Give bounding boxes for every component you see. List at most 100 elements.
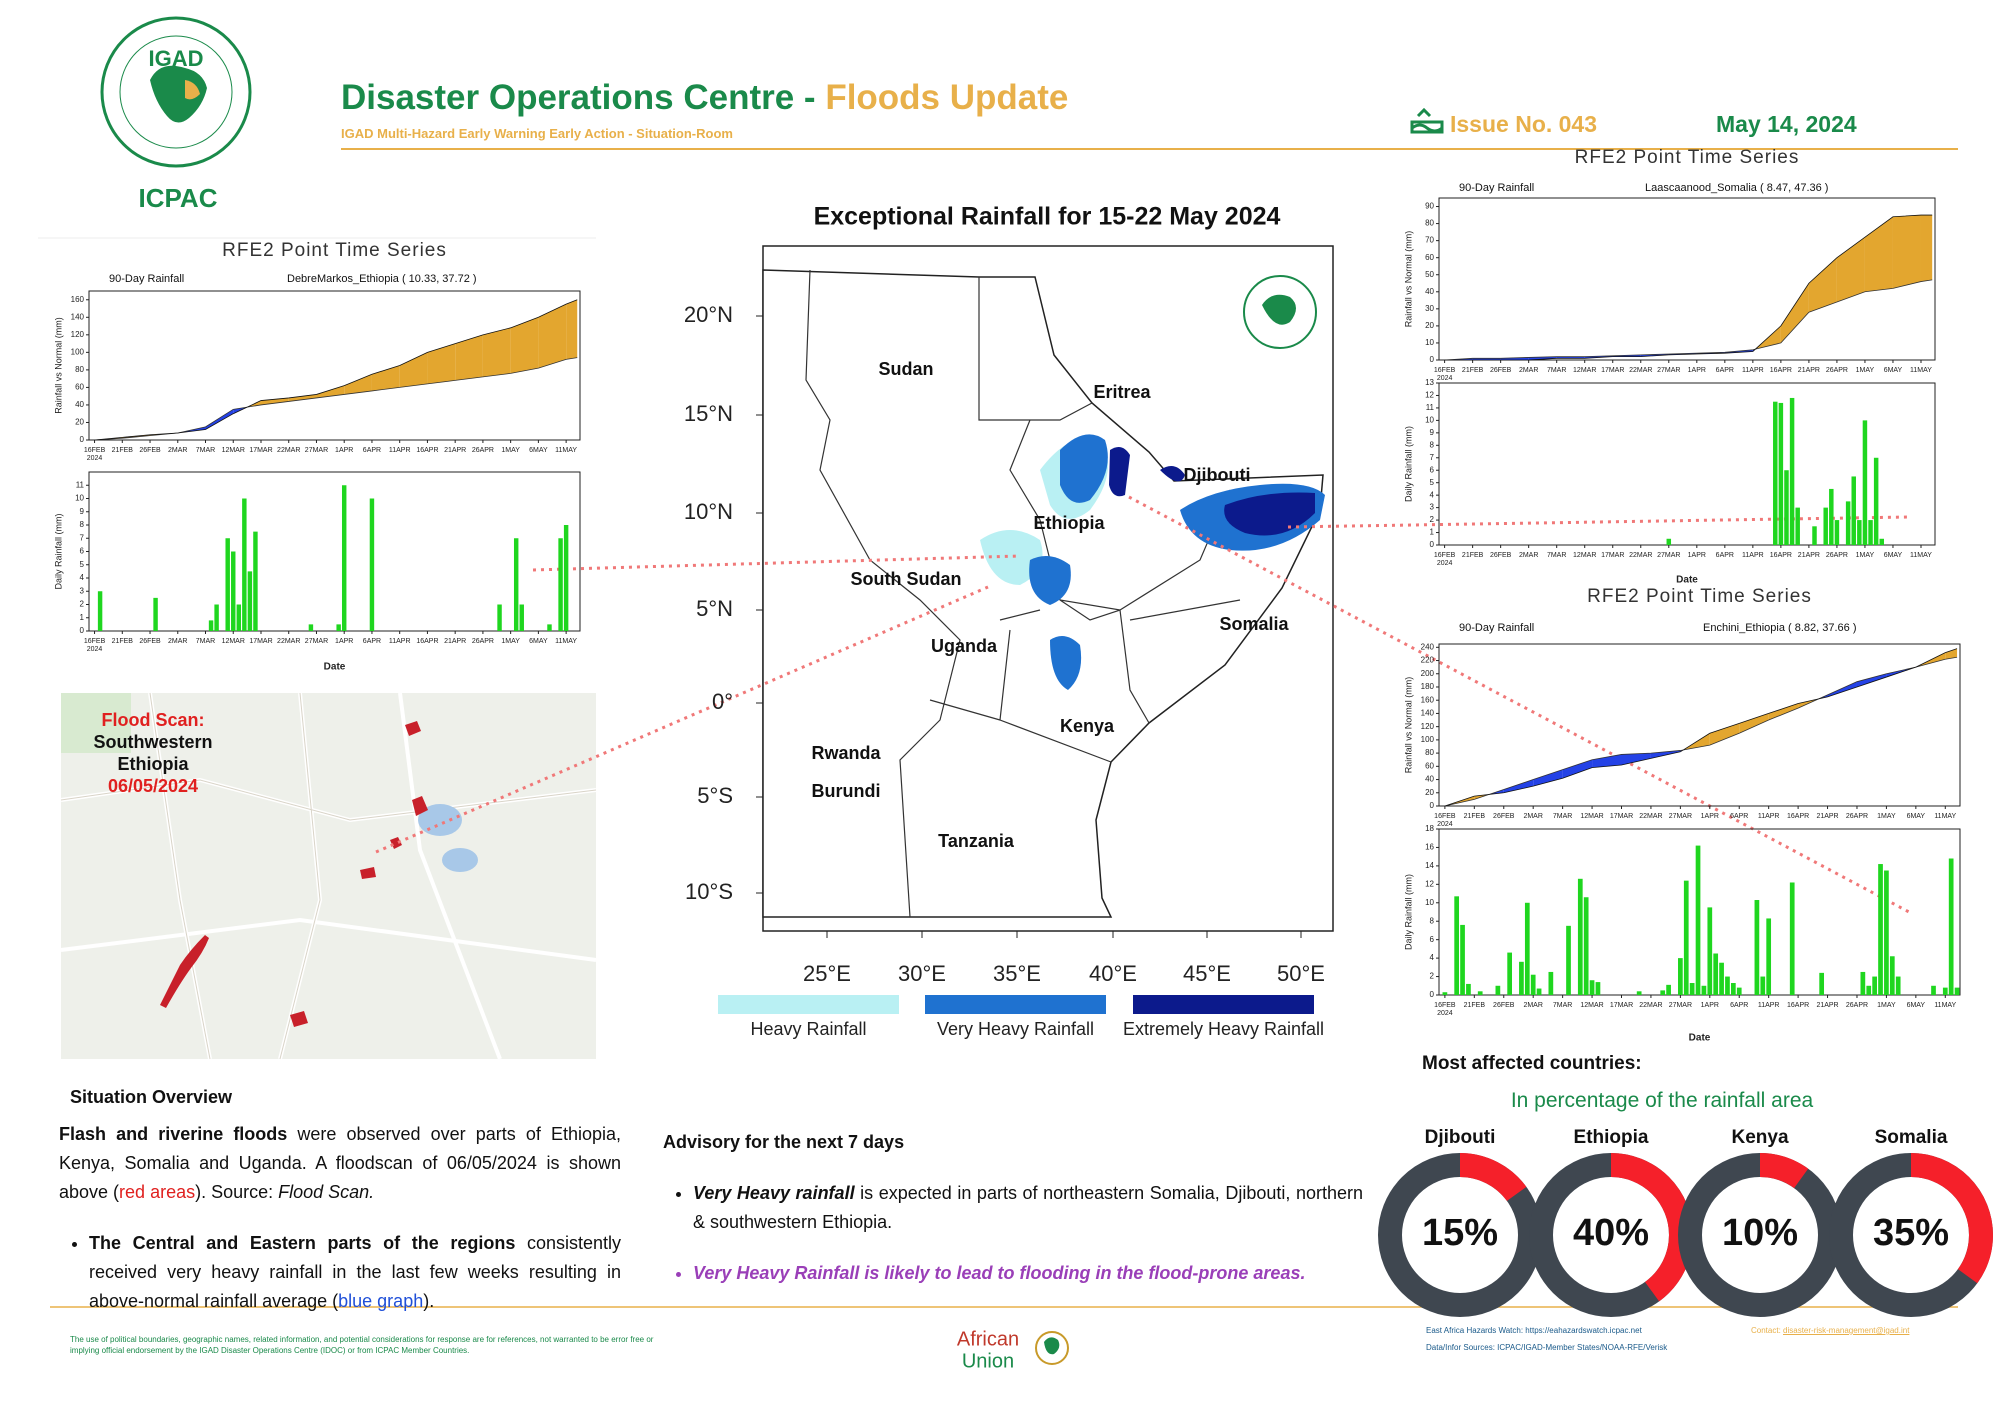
- anomaly-fill: [1562, 759, 1593, 779]
- y-tick-label: 8: [80, 520, 85, 529]
- daily-bar: [1868, 520, 1873, 545]
- x-tick-label: 11APR: [1742, 367, 1764, 374]
- lat-label: 10°S: [685, 879, 733, 904]
- daily-bar: [1636, 991, 1642, 995]
- x-tick-label: 22MAR: [277, 447, 300, 454]
- y-tick-label: 3: [1430, 503, 1435, 512]
- x-tick-label: 17MAR: [249, 638, 272, 645]
- logo-caption: ICPAC: [139, 183, 218, 213]
- anomaly-fill: [427, 343, 456, 384]
- legend-label: Heavy Rainfall: [750, 1019, 866, 1039]
- y-tick-label: 180: [1421, 682, 1435, 691]
- daily-bar: [513, 538, 519, 631]
- y-tick-label: 11: [76, 480, 85, 489]
- y-tick-label: 1: [1430, 528, 1435, 537]
- x-tick-label: 16FEB: [1434, 367, 1456, 374]
- country-name: Kenya: [1731, 1127, 1788, 1148]
- lat-label: 5°N: [696, 596, 733, 621]
- y-axis-label: Rainfall vs Normal (mm): [53, 317, 63, 414]
- anomaly-fill: [205, 409, 234, 430]
- affected-subheading: In percentage of the rainfall area: [1510, 1089, 1814, 1112]
- x-tick-label: 16APR: [416, 447, 438, 454]
- x-tick-label: 6MAY: [1884, 552, 1903, 559]
- text-run: blue graph: [338, 1291, 424, 1311]
- daily-bar: [1524, 902, 1530, 995]
- x-tick-label: 21APR: [1816, 813, 1838, 820]
- x-tick-label: 26APR: [1846, 813, 1868, 820]
- donut-share: [1678, 1153, 1842, 1317]
- daily-bar: [1834, 520, 1840, 545]
- ts-subtitle: 90-Day Rainfall: [1459, 182, 1534, 194]
- text-run: Very Heavy rainfall: [693, 1183, 855, 1203]
- daily-bar: [563, 525, 569, 631]
- x-tick-label: 16APR: [1770, 367, 1792, 374]
- y-tick-label: 9: [80, 507, 85, 516]
- x-tick-label: 1APR: [1701, 813, 1719, 820]
- issue: Issue No. 043: [1450, 111, 1598, 137]
- x-tick-label: 27MAR: [305, 447, 328, 454]
- x-tick-label: 16APR: [1787, 1002, 1809, 1009]
- daily-bar: [1884, 870, 1889, 995]
- flood-scan-label: Flood Scan:: [102, 710, 205, 730]
- daily-bar: [97, 591, 103, 631]
- text-run: Flood Scan.: [278, 1182, 375, 1202]
- x-tick-label: 11APR: [389, 638, 411, 645]
- x-tick-label: 1MAY: [501, 447, 520, 454]
- x-tick-label: 6APR: [363, 447, 381, 454]
- y-tick-label: 0: [1430, 801, 1435, 810]
- map: [762, 245, 1334, 932]
- y-tick-label: 220: [1421, 656, 1435, 665]
- y-tick-label: 80: [1425, 219, 1434, 228]
- y-tick-label: 0: [80, 435, 85, 444]
- x-tick-label: 7MAR: [1553, 813, 1572, 820]
- daily-bar: [231, 551, 236, 631]
- anomaly-fill: [1503, 779, 1534, 793]
- legend-swatch: [925, 995, 1106, 1014]
- plot-frame: [1438, 382, 1936, 546]
- rain-line: [94, 299, 578, 441]
- anomaly-fill: [1920, 215, 1933, 282]
- daily-bar: [1678, 958, 1683, 995]
- y-tick-label: 40: [75, 400, 84, 409]
- x-tick-label: 1APR: [335, 447, 353, 454]
- anomaly-fill: [510, 317, 539, 374]
- x-year: 2024: [87, 455, 103, 462]
- y-tick-label: 12: [1425, 879, 1434, 888]
- bullet-list: The Central and Eastern parts of the reg…: [59, 1229, 621, 1316]
- anomaly-fill: [482, 327, 511, 377]
- legend-swatch: [1133, 995, 1314, 1014]
- text-run: is expected in parts of northeastern Som…: [693, 1183, 1363, 1232]
- daily-bar: [1507, 952, 1512, 995]
- connectors: [375, 495, 1910, 914]
- x-tick-label: 1MAY: [501, 638, 520, 645]
- daily-bar: [1860, 971, 1866, 995]
- y-tick-label: 7: [1430, 453, 1435, 462]
- daily-bar: [1725, 976, 1730, 995]
- y-tick-label: 0: [1430, 540, 1435, 549]
- daily-bar: [1683, 880, 1689, 995]
- y-tick-label: 10: [1425, 338, 1434, 347]
- daily-bar: [1872, 976, 1877, 995]
- lat-label: 20°N: [684, 302, 733, 327]
- daily-bar: [1954, 987, 1960, 995]
- daily-bar: [1889, 956, 1895, 995]
- x-tick-label: 2MAR: [1519, 552, 1538, 559]
- x-tick-label: 16FEB: [1434, 552, 1456, 559]
- x-tick-label: 11MAY: [1910, 552, 1932, 559]
- daily-bar: [1823, 507, 1828, 545]
- contact-email: disaster-risk-management@igad.int: [1783, 1326, 1910, 1335]
- y-tick-label: 10: [1425, 415, 1434, 424]
- x-tick-label: 22MAR: [277, 638, 300, 645]
- x-tick-label: 6APR: [1716, 552, 1734, 559]
- x-tick-label: 17MAR: [1601, 367, 1624, 374]
- country-label: Tanzania: [938, 831, 1015, 851]
- country-label: Rwanda: [811, 743, 881, 763]
- daily-bar: [225, 538, 230, 631]
- y-axis-label: Rainfall vs Normal (mm): [1403, 231, 1413, 328]
- x-tick-label: 21FEB: [1462, 367, 1484, 374]
- y-tick-label: 160: [1421, 695, 1435, 704]
- anomaly-fill: [288, 394, 317, 402]
- anomaly-fill: [1739, 713, 1769, 734]
- au-logo: [1035, 1331, 1069, 1365]
- title-accent: Floods Update: [825, 78, 1069, 117]
